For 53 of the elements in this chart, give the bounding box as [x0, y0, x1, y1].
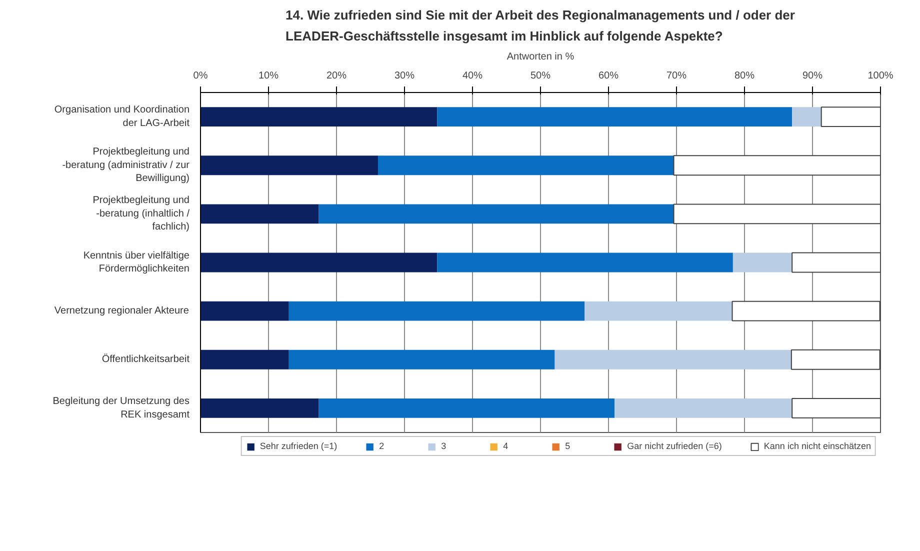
chart-title: 14. Wie zufrieden sind Sie mit der Arbeit des Regionalmanagements und / oder der LEADER-Geschäftsstelle insgesamt im Hinblick auf folgende Aspekte?	[286, 8, 795, 44]
bar	[200, 156, 378, 176]
legend-label: 4	[503, 441, 510, 451]
bar	[318, 204, 674, 224]
bar	[437, 107, 792, 126]
y-tick-label: Organisation und Koordination der LAG-Arbeit	[54, 104, 190, 129]
legend-label: Sehr zufrieden (=1)	[260, 441, 338, 451]
x-tick-label: 60%	[598, 70, 619, 82]
bar	[790, 349, 880, 370]
legend-label: 5	[565, 441, 572, 451]
bar	[200, 350, 289, 370]
legend-label: Gar nicht zufrieden (=6)	[627, 441, 722, 451]
legend-label: 3	[441, 441, 448, 451]
bar	[732, 300, 880, 322]
bar	[673, 155, 880, 176]
bar	[200, 204, 319, 224]
x-tick-label: 10%	[258, 70, 279, 82]
x-axis-title: Antworten in %	[506, 52, 574, 62]
y-tick-label: Projektbegleitung und -beratung (administrativ / zur Bewilligung)	[62, 146, 190, 184]
x-tick-label: 40%	[462, 70, 483, 82]
bar	[792, 107, 822, 126]
y-tick-label: Öffentlichkeitsarbeit	[102, 353, 190, 366]
legend-label: Kann ich nicht einschätzen	[764, 441, 871, 451]
bar	[732, 252, 792, 272]
y-tick-label: Vernetzung regionaler Akteure	[54, 306, 190, 317]
bar	[584, 301, 732, 321]
bar	[554, 350, 792, 370]
bar	[200, 252, 438, 272]
x-tick-label: 50%	[530, 70, 551, 82]
x-tick-label: 0%	[193, 70, 208, 82]
y-tick-label: Kenntnis über vielfältige Fördermöglichkeiten	[83, 250, 190, 275]
bar	[820, 106, 880, 127]
bar	[614, 398, 792, 418]
bar	[792, 252, 880, 273]
bar	[200, 107, 438, 126]
bar	[200, 398, 319, 418]
bar	[318, 398, 615, 418]
bar	[200, 301, 289, 321]
legend-label: 2	[379, 441, 386, 451]
x-tick-label: 80%	[734, 70, 755, 82]
x-tick-label: 90%	[802, 70, 823, 82]
bar	[378, 156, 674, 176]
bar	[673, 204, 880, 224]
x-tick-label: 100%	[868, 70, 894, 82]
bar	[437, 252, 733, 272]
x-tick-label: 20%	[326, 70, 347, 82]
y-tick-label: Projektbegleitung und -beratung (inhaltlich / fachlich)	[92, 195, 190, 233]
x-tick-label: 30%	[394, 70, 415, 82]
y-tick-label: Begleitung der Umsetzung des REK insgesamt	[52, 396, 190, 420]
x-tick-label: 70%	[666, 70, 687, 82]
bar	[288, 301, 585, 321]
bar	[288, 350, 555, 370]
bar	[792, 398, 880, 418]
